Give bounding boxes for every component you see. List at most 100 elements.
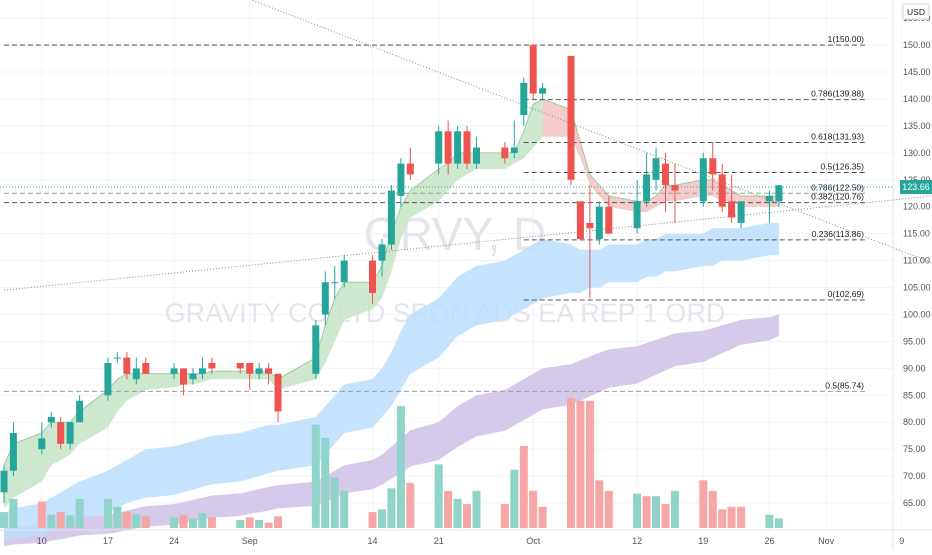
volume-bar <box>113 506 122 528</box>
candle[interactable] <box>775 185 783 207</box>
candle[interactable] <box>189 368 197 385</box>
candle[interactable] <box>633 179 641 234</box>
candle[interactable] <box>132 357 140 385</box>
candle[interactable] <box>643 152 651 207</box>
volume-bar <box>453 498 462 529</box>
fib-level-label: 0.618(131.93) <box>811 131 864 141</box>
candle-body <box>406 163 414 175</box>
candle[interactable] <box>586 185 594 299</box>
candle[interactable] <box>387 185 395 250</box>
candle[interactable] <box>47 411 55 428</box>
candle[interactable] <box>255 362 263 380</box>
candle[interactable] <box>510 120 518 159</box>
volume-bar <box>141 516 150 528</box>
candle[interactable] <box>236 362 244 374</box>
currency-badge[interactable] <box>902 3 930 20</box>
y-tick-label: 75.00 <box>903 444 926 454</box>
volume-bar <box>642 496 651 528</box>
candle[interactable] <box>312 319 320 380</box>
candle[interactable] <box>378 239 386 277</box>
volume-bar <box>340 490 349 528</box>
candle[interactable] <box>208 357 216 374</box>
candle[interactable] <box>123 352 131 380</box>
volume-bar <box>765 514 774 529</box>
volume-bar <box>75 498 84 529</box>
x-tick-label: 24 <box>169 536 179 546</box>
candle[interactable] <box>501 142 509 164</box>
candle[interactable] <box>66 422 74 450</box>
candle[interactable] <box>576 201 584 240</box>
candle[interactable] <box>142 357 150 374</box>
candle[interactable] <box>104 357 112 401</box>
x-tick-label: 12 <box>632 536 642 546</box>
volume-bar <box>708 490 717 528</box>
candle[interactable] <box>265 362 273 385</box>
candle[interactable] <box>435 125 443 175</box>
candle[interactable] <box>274 373 282 423</box>
candle[interactable] <box>671 163 679 223</box>
candle[interactable] <box>605 195 613 234</box>
trendline[interactable] <box>3 189 932 291</box>
candle[interactable] <box>463 125 471 170</box>
candle[interactable] <box>699 152 707 207</box>
y-tick-label: 110.00 <box>903 256 930 266</box>
volume-bar <box>264 522 273 528</box>
candle[interactable] <box>331 266 339 299</box>
candle[interactable] <box>9 422 17 477</box>
ema-fast-band-up <box>4 99 543 509</box>
candle[interactable] <box>662 152 669 213</box>
candle[interactable] <box>397 158 405 207</box>
candle[interactable] <box>520 77 528 126</box>
candle[interactable] <box>340 255 348 288</box>
candle[interactable] <box>567 55 575 186</box>
candle[interactable] <box>444 120 452 175</box>
volume-bar <box>56 512 65 528</box>
candle[interactable] <box>246 362 254 390</box>
candle-body <box>312 325 320 374</box>
candle[interactable] <box>406 147 414 180</box>
candle[interactable] <box>57 416 65 450</box>
candles-layer <box>0 45 783 504</box>
candle[interactable] <box>113 352 121 363</box>
candle[interactable] <box>718 163 726 213</box>
candle[interactable] <box>180 368 187 396</box>
candle-body <box>57 422 65 444</box>
candle[interactable] <box>539 82 547 99</box>
candle[interactable] <box>198 357 206 380</box>
candle[interactable] <box>369 255 376 304</box>
candle[interactable] <box>76 395 84 423</box>
volume-bar <box>37 501 46 528</box>
candle-body <box>274 373 282 412</box>
trendline[interactable] <box>250 0 932 288</box>
volume-bar <box>406 482 415 528</box>
volume-bar <box>47 514 56 529</box>
ema-bands-layer <box>3 98 779 547</box>
candle[interactable] <box>38 422 46 455</box>
candle-body <box>9 433 17 471</box>
candle[interactable] <box>765 190 773 223</box>
candle[interactable] <box>321 271 329 326</box>
candle[interactable] <box>454 125 462 170</box>
candle-body <box>189 373 197 380</box>
candle[interactable] <box>170 362 178 380</box>
x-tick-label: Nov <box>818 536 835 546</box>
y-tick-label: 130.00 <box>903 148 931 158</box>
candle-body <box>520 82 528 116</box>
candle[interactable] <box>652 147 660 191</box>
x-tick-label: 17 <box>103 536 113 546</box>
candle[interactable] <box>529 45 537 99</box>
candle[interactable] <box>0 465 8 504</box>
candle[interactable] <box>728 174 736 223</box>
x-tick-label: 21 <box>434 536 444 546</box>
volume-bar <box>500 504 509 528</box>
candle[interactable] <box>473 136 480 170</box>
volume-bar <box>510 469 519 528</box>
x-tick-label: 10 <box>37 536 47 546</box>
candle[interactable] <box>709 142 717 191</box>
candle[interactable] <box>595 201 603 245</box>
volume-bar <box>661 504 670 528</box>
volume-bar <box>774 518 783 528</box>
candle[interactable] <box>737 201 745 229</box>
